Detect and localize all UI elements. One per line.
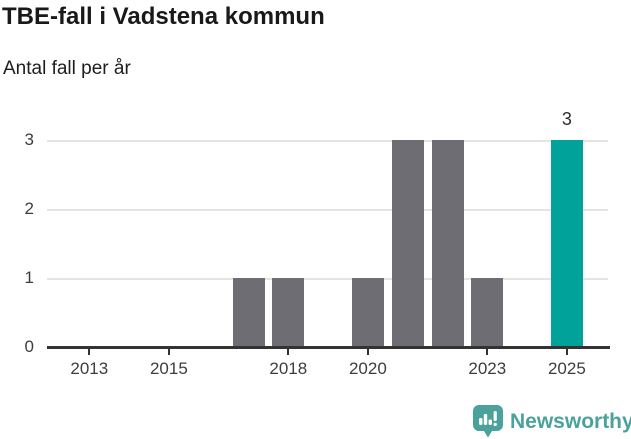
x-axis-tick-2015 [167,349,170,355]
bar-value-label: 3 [561,109,572,129]
bar-2020 [351,278,384,347]
newsworthy-logo-icon [473,405,503,438]
x-axis-label-2018: 2018 [269,359,308,378]
x-axis-label-2025: 2025 [547,359,586,378]
bar-2018 [272,278,305,347]
chart-subtitle: Antal fall per år [3,58,131,79]
bar-2023 [471,278,504,347]
y-axis-label-2: 2 [24,199,34,218]
bar-2022 [431,140,464,347]
y-axis-label-1: 1 [24,268,34,287]
bar-2017 [232,278,265,347]
x-axis-label-2015: 2015 [149,359,188,378]
x-axis-tick-2013 [88,349,91,355]
x-axis-tick-2020 [366,349,369,355]
x-axis-label-2023: 2023 [468,359,507,378]
bar-2021 [391,140,424,347]
gridline-y1 [47,278,608,280]
gridline-y3 [47,140,608,142]
x-axis-tick-2023 [486,349,489,355]
x-axis-tick-2018 [287,349,290,355]
chart-title: TBE-fall i Vadstena kommun [2,3,325,30]
y-axis-label-0: 0 [24,337,34,356]
x-axis-tick-2025 [565,349,568,355]
x-axis-line [47,346,610,349]
y-axis-label-3: 3 [24,130,34,149]
gridline-y2 [47,209,608,211]
brand-name: Newsworthy [510,409,631,433]
x-axis-label-2020: 2020 [348,359,387,378]
bar-2025 [550,140,583,347]
brand-footer: Newsworthy [473,405,631,438]
x-axis-label-2013: 2013 [70,359,109,378]
